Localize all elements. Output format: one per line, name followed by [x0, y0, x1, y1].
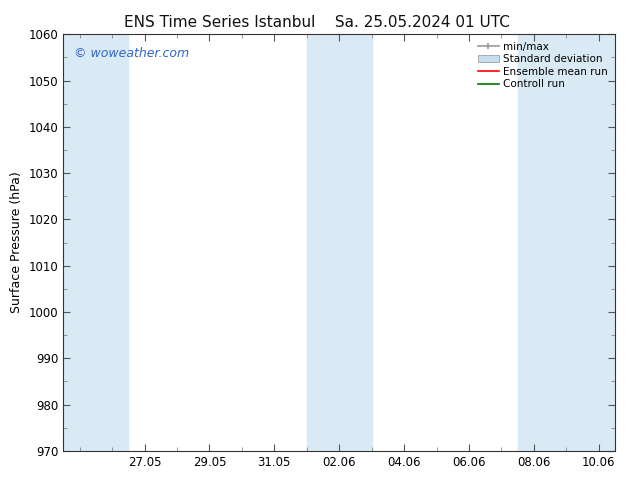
- Bar: [63, 34, 128, 451]
- Text: © woweather.com: © woweather.com: [74, 47, 190, 60]
- Bar: [517, 34, 615, 451]
- Y-axis label: Surface Pressure (hPa): Surface Pressure (hPa): [10, 172, 23, 314]
- Text: ENS Time Series Istanbul    Sa. 25.05.2024 01 UTC: ENS Time Series Istanbul Sa. 25.05.2024 …: [124, 15, 510, 30]
- Legend: min/max, Standard deviation, Ensemble mean run, Controll run: min/max, Standard deviation, Ensemble me…: [474, 37, 612, 94]
- Bar: [307, 34, 372, 451]
